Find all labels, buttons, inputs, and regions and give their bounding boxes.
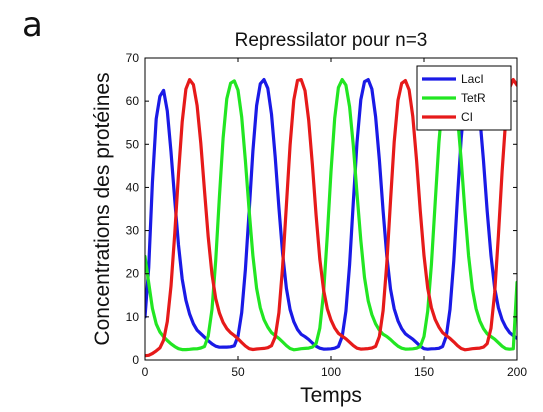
legend-label-laci: LacI xyxy=(461,72,484,86)
chart-title: Repressilator pour n=3 xyxy=(235,30,428,51)
y-tick-label: 40 xyxy=(126,180,140,194)
y-tick-label: 70 xyxy=(126,51,140,65)
y-tick-label: 20 xyxy=(126,267,140,281)
legend: LacI TetR CI xyxy=(416,65,512,131)
x-axis: 0 50 100 150 200 xyxy=(142,58,527,379)
y-tick-label: 0 xyxy=(132,353,139,367)
legend-label-ci: CI xyxy=(461,110,473,124)
x-tick-label: 100 xyxy=(321,365,341,379)
y-tick-label: 50 xyxy=(126,137,140,151)
legend-label-tetr: TetR xyxy=(461,91,486,105)
x-tick-label: 50 xyxy=(231,365,245,379)
y-axis: 0 10 20 30 40 50 60 70 xyxy=(126,51,517,367)
y-tick-label: 60 xyxy=(126,94,140,108)
y-axis-label: Concentrations des protéines xyxy=(91,72,114,345)
panel-label: a xyxy=(22,5,43,45)
y-tick-label: 30 xyxy=(126,224,140,238)
x-tick-label: 150 xyxy=(414,365,434,379)
x-tick-label: 0 xyxy=(142,365,149,379)
y-tick-label: 10 xyxy=(126,310,140,324)
x-axis-label: Temps xyxy=(300,384,362,407)
series-line-ci xyxy=(145,77,517,358)
x-tick-label: 200 xyxy=(507,365,527,379)
